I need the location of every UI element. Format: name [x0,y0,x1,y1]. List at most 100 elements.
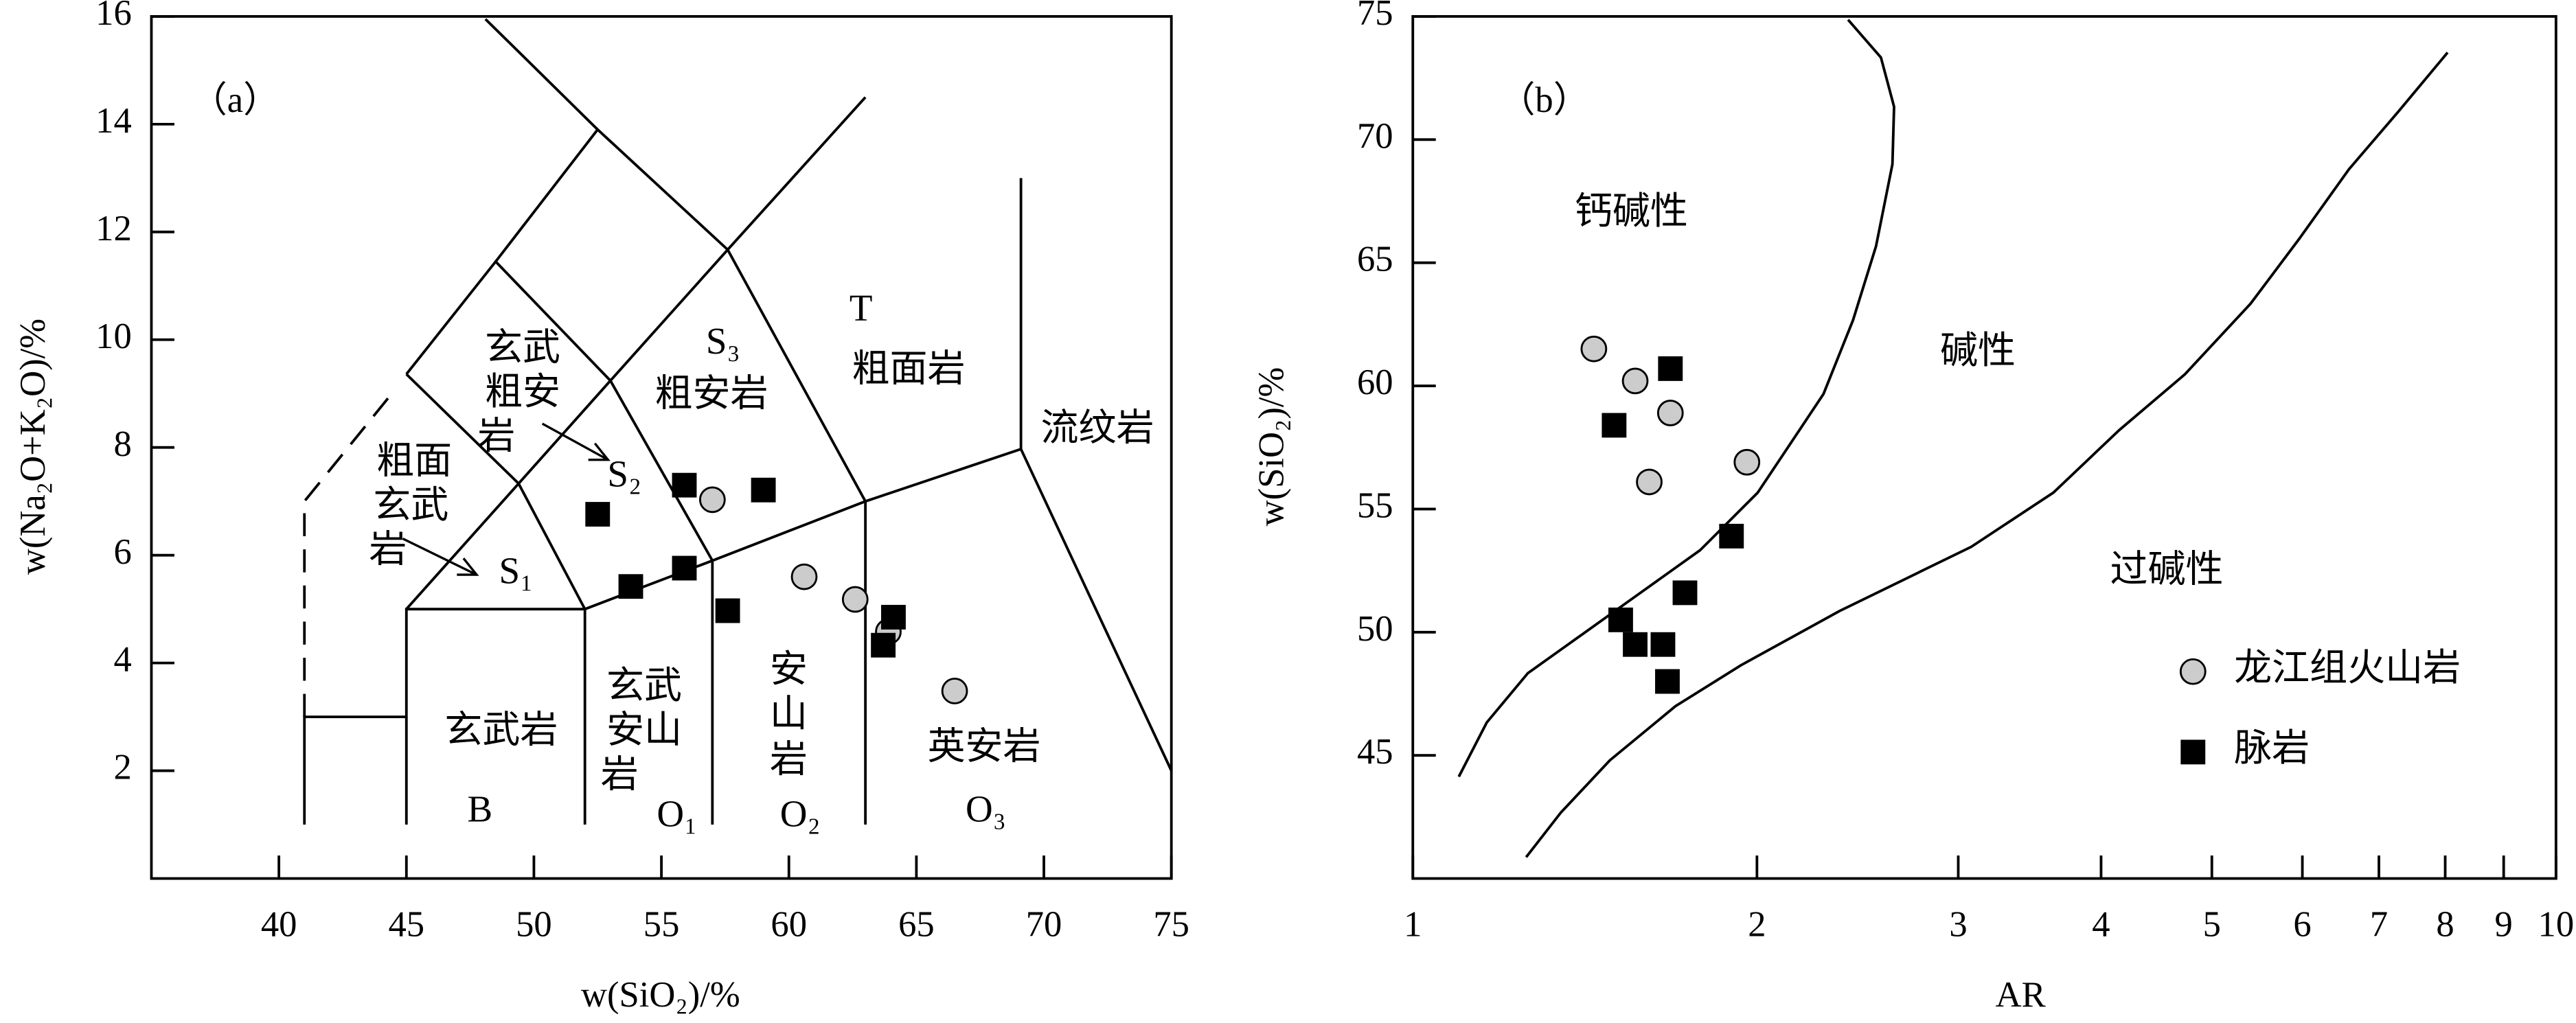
y-tick-label: 2 [113,748,131,788]
field-label: O₂ [780,793,821,835]
circle-marker [941,678,968,704]
field-label: O₃ [966,788,1006,829]
x-tick-label: 40 [261,904,297,944]
field-label: 山 [770,693,808,735]
square-marker [1655,669,1680,694]
y-axis-label: w(SiO₂)/% [1251,367,1291,527]
x-tick-label: 5 [2203,904,2221,944]
circle-marker [1733,448,1761,476]
square-marker [1650,632,1676,657]
field-label: 岩 [770,739,808,781]
field-label: 岩 [369,529,407,571]
arrow [402,537,479,576]
square-marker [751,477,776,503]
field-boundary [405,373,520,485]
field-label: 安 [770,648,808,690]
field-label: 粗面 [376,439,452,481]
field-label: 钙碱性 [1575,190,1688,232]
field-label: O₁ [657,793,697,835]
field-label: 玄武 [606,665,682,706]
field-label: 安山 [606,709,682,751]
square-marker [1602,413,1627,438]
x-tick-label: 3 [1949,904,1967,944]
field-label: 岩 [601,753,639,795]
square-marker [715,598,740,623]
y-tick-label: 65 [1357,240,1393,279]
square-marker [881,604,906,630]
x-tick-label: 7 [2370,904,2388,944]
field-boundary [404,608,586,825]
y-tick-label: 45 [1357,732,1393,772]
square-marker [1658,356,1683,381]
x-tick-label: 2 [1748,904,1766,944]
y-tick-label: 12 [95,209,132,249]
x-tick-label: 9 [2495,904,2513,944]
circle-marker [841,586,869,613]
x-tick-label: 4 [2092,904,2110,944]
square-marker [1672,580,1698,606]
panel: 40 45 50 55 60 65 70 75 2 4 6 8 10 12 14 16 （a） w(SiO₂)/%… [13,0,1189,1015]
y-tick-label: 14 [95,101,132,141]
field-label: 岩 [477,415,515,457]
field-label: 粗面岩 [852,348,966,390]
field-label: S₁ [499,550,534,592]
x-tick-label: 55 [643,904,680,944]
y-tick-label: 16 [95,0,132,33]
y-tick-label: 75 [1357,0,1393,33]
field-label: 玄武 [485,326,560,368]
x-tick-label: 1 [1404,904,1422,944]
field-boundary [494,96,867,263]
arrows [402,422,611,576]
circle-marker [1656,400,1684,426]
x-tick-label: 10 [2538,904,2575,944]
legend-marker [2179,658,2207,685]
y-axis-label: w(Na₂O+K₂O)/% [13,319,53,575]
y-tick-label: 10 [95,317,132,356]
circle-marker [1636,468,1663,496]
field-boundary [484,18,599,131]
circle-marker [790,563,818,590]
x-axis-label: w(SiO₂)/% [581,975,740,1015]
y-tick-label: 55 [1357,485,1393,525]
y-tick-label: 4 [113,640,131,680]
field-label: 过碱性 [2110,548,2224,590]
square-marker [871,632,896,658]
circle-marker [698,486,726,514]
square-marker [1719,523,1744,549]
legend-label: 脉岩 [2234,727,2310,769]
field-label: 碱性 [1940,330,2016,371]
panel-label: （a） [191,80,280,120]
field-label: S₂ [607,453,641,495]
square-marker [1623,632,1648,657]
field-label: T [850,287,873,329]
field-label: 粗安 [485,371,560,413]
circle-marker [1621,367,1649,395]
field-boundary [1457,19,1895,778]
field-label: B [467,788,492,829]
y-tick-label: 60 [1357,363,1393,402]
field-boundary [1525,51,2449,858]
x-tick-label: 70 [1026,904,1062,944]
square-marker [618,574,643,599]
x-tick-label: 60 [771,904,807,944]
panel: 1 2 3 4 5 6 7 8 9 1045505560657075（b）ARw(SiO₂)/%钙… [1251,0,2574,1015]
legend-marker [2180,739,2206,765]
x-tick-label: 8 [2436,904,2454,944]
x-tick-label: 50 [516,904,552,944]
x-tick-label: 45 [388,904,424,944]
square-marker [585,502,611,527]
field-label: 玄武 [373,484,448,526]
x-axis-label: AR [1996,975,2047,1015]
y-tick-label: 6 [113,532,131,572]
x-tick-label: 75 [1153,904,1189,944]
square-marker [1608,607,1633,632]
field-label: S₃ [706,320,740,362]
y-tick-label: 8 [113,424,131,464]
circle-marker [1580,335,1608,363]
legend-label: 龙江组火山岩 [2234,647,2461,689]
field-boundary [405,247,867,503]
field-label: 粗安岩 [655,372,768,414]
